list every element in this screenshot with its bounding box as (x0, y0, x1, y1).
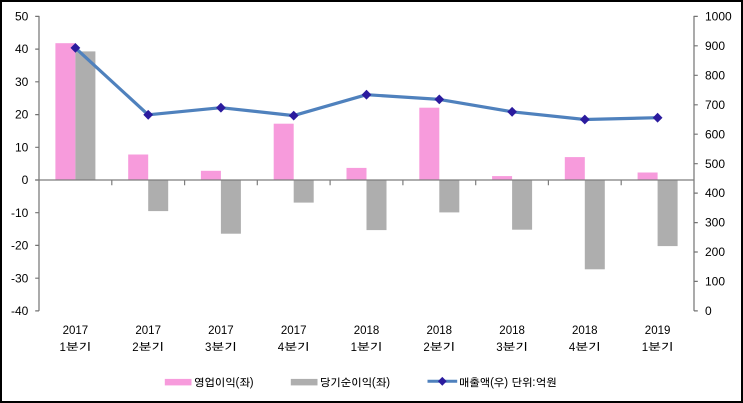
svg-text:3: 3 (496, 342, 502, 354)
svg-text:2018: 2018 (499, 325, 525, 337)
svg-text:2019: 2019 (645, 325, 671, 337)
svg-text:2017: 2017 (281, 325, 307, 337)
svg-text:-20: -20 (11, 239, 29, 253)
svg-text:4: 4 (569, 342, 576, 354)
svg-text:-40: -40 (11, 304, 29, 318)
svg-text:700: 700 (705, 98, 725, 112)
svg-text:0: 0 (22, 173, 29, 187)
svg-text:500: 500 (705, 157, 725, 171)
svg-text:-30: -30 (11, 271, 29, 285)
svg-text:2017: 2017 (135, 325, 161, 337)
svg-text:): ) (250, 377, 254, 389)
svg-text:2: 2 (132, 342, 138, 354)
svg-text:100: 100 (705, 275, 725, 289)
svg-text:30: 30 (15, 75, 29, 89)
svg-text:200: 200 (705, 245, 725, 259)
svg-text:1: 1 (60, 342, 66, 354)
svg-text:900: 900 (705, 39, 725, 53)
svg-text::: : (532, 377, 535, 389)
svg-text:1000: 1000 (705, 10, 732, 24)
svg-text:40: 40 (15, 42, 29, 56)
svg-text:4: 4 (278, 342, 285, 354)
svg-text:1: 1 (351, 342, 357, 354)
svg-text:): ) (386, 377, 390, 389)
svg-text:300: 300 (705, 216, 725, 230)
svg-text:600: 600 (705, 127, 725, 141)
svg-text:2018: 2018 (427, 325, 453, 337)
svg-text:2: 2 (423, 342, 429, 354)
svg-text:400: 400 (705, 186, 725, 200)
svg-text:50: 50 (15, 10, 29, 24)
svg-text:2017: 2017 (63, 325, 89, 337)
svg-text:2017: 2017 (208, 325, 234, 337)
svg-text:0: 0 (705, 304, 712, 318)
svg-text:(: ( (236, 377, 240, 389)
svg-text:800: 800 (705, 68, 725, 82)
svg-text:1: 1 (642, 342, 648, 354)
svg-text:10: 10 (15, 140, 29, 154)
svg-text:-10: -10 (11, 206, 29, 220)
svg-text:): ) (504, 377, 508, 389)
svg-text:20: 20 (15, 108, 29, 122)
svg-text:(: ( (372, 377, 376, 389)
svg-text:(: ( (490, 377, 494, 389)
svg-text:3: 3 (205, 342, 211, 354)
svg-text:2018: 2018 (354, 325, 380, 337)
svg-text:2018: 2018 (572, 325, 598, 337)
